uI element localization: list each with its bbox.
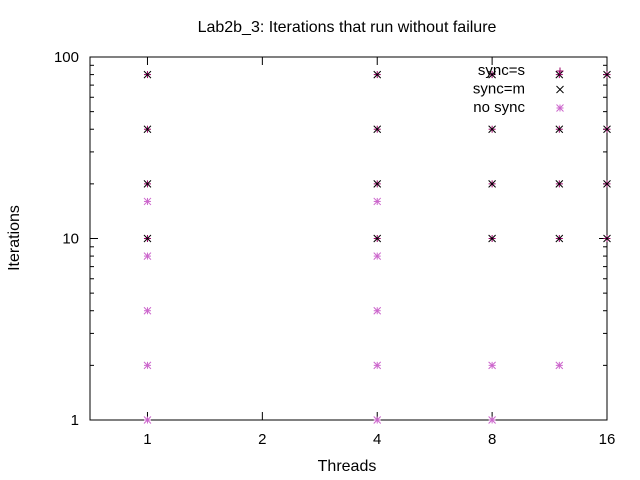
legend-label: sync=s (478, 62, 525, 79)
legend-label: no sync (473, 99, 525, 116)
legend-marker-cross (556, 85, 564, 94)
data-point-cross (143, 125, 152, 134)
data-point-cross (373, 180, 382, 188)
x-tick-label: 4 (373, 431, 381, 448)
data-point-star (143, 252, 152, 260)
legend-marker-star (556, 104, 564, 112)
y-tick-label: 100 (54, 49, 79, 66)
legend: sync=s sync=mno sync (473, 62, 564, 116)
x-tick-label: 16 (599, 431, 616, 448)
data-point-cross (555, 234, 564, 243)
data-point-cross (143, 234, 152, 243)
data-point-cross (488, 180, 496, 188)
data-point-cross (373, 125, 382, 134)
data-point-cross (373, 234, 382, 243)
data-point-cross (603, 180, 611, 188)
data-point-cross (555, 125, 564, 134)
data-point-star (373, 306, 382, 315)
x-tick-label: 8 (488, 431, 496, 448)
data-point-cross (603, 234, 611, 243)
data-point-star (373, 416, 382, 424)
legend-label: sync=m (473, 81, 525, 98)
data-point-cross (143, 70, 152, 79)
data-point-cross (143, 180, 152, 188)
data-point-star (143, 361, 152, 370)
data-point-star (373, 361, 382, 370)
legend-marker-plus (556, 67, 564, 75)
data-points (143, 70, 611, 424)
data-point-star (555, 361, 564, 370)
data-point-cross (488, 125, 496, 134)
data-point-star (488, 361, 496, 370)
y-tick-label: 10 (62, 231, 79, 248)
data-point-cross (555, 70, 564, 79)
axis-ticks: 1 2 4 8 16 1 10 100 (54, 49, 615, 448)
x-tick-label: 1 (143, 431, 151, 448)
x-axis-label: Threads (318, 458, 377, 475)
y-tick-label: 1 (71, 412, 79, 429)
data-point-star (373, 197, 382, 206)
y-axis-label: Iterations (6, 205, 23, 271)
data-point-star (143, 416, 152, 424)
x-tick-label: 2 (258, 431, 266, 448)
data-point-cross (373, 70, 382, 79)
data-point-star (143, 306, 152, 315)
data-point-cross (488, 234, 496, 243)
plot-frame (89, 56, 608, 421)
data-point-star (488, 416, 496, 424)
chart-title: Lab2b_3: Iterations that run without fai… (198, 19, 497, 36)
data-point-star (373, 252, 382, 260)
data-point-cross (488, 70, 496, 79)
data-point-cross (603, 125, 611, 134)
data-point-star (143, 197, 152, 206)
data-point-cross (603, 70, 611, 79)
data-point-cross (555, 180, 564, 188)
